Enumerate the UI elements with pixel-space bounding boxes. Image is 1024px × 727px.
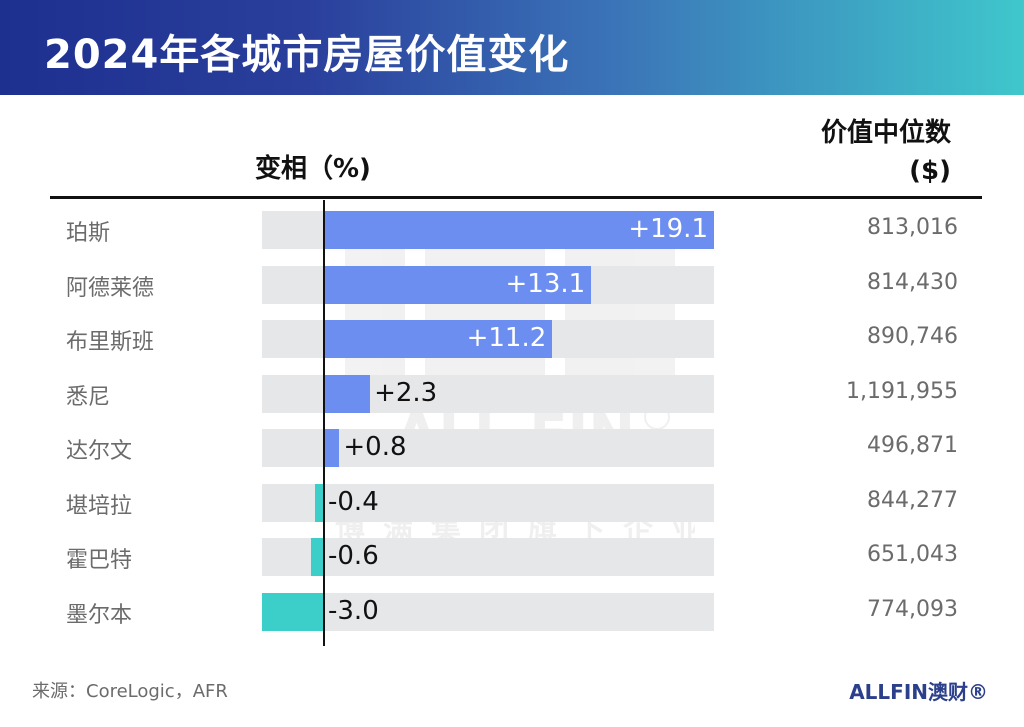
bar-value-label: -0.4	[328, 486, 379, 517]
bar-value-label: +11.2	[466, 323, 547, 353]
median-value: 496,871	[867, 433, 958, 458]
city-label: 达尔文	[66, 439, 133, 464]
page-title: 2024年各城市房屋价值变化	[44, 32, 570, 78]
city-label: 悉尼	[66, 384, 111, 410]
table-row: 霍巴特 -0.6 651,043	[0, 538, 1024, 578]
zero-axis	[323, 200, 325, 646]
table-row: 悉尼 +2.3 1,191,955	[0, 374, 1024, 415]
table-row: 布里斯班 +11.2 890,746	[0, 320, 1024, 360]
bar-value-label: +0.8	[343, 432, 407, 462]
city-label: 堪培拉	[66, 493, 133, 519]
median-value: 890,746	[867, 324, 958, 349]
bar	[323, 320, 553, 358]
median-header-line1: 价值中位数	[820, 118, 951, 148]
change-column-header: 变相（%)	[255, 154, 371, 184]
table-row: 阿德莱德 +13.1 814,430	[0, 265, 1024, 306]
bar-value-label: +19.1	[628, 214, 708, 244]
source-note: 来源：CoreLogic，AFR	[32, 681, 228, 702]
table-row: 堪培拉 -0.4 844,277	[0, 483, 1024, 524]
median-value: 1,191,955	[846, 378, 958, 404]
title-banner: 2024年各城市房屋价值变化	[0, 0, 1024, 95]
bar	[261, 592, 323, 631]
median-header-line2: ($)	[909, 156, 951, 186]
median-value: 813,016	[867, 215, 958, 240]
median-value: 651,043	[867, 542, 958, 567]
bar	[323, 211, 714, 249]
bar-value-label: +2.3	[374, 377, 438, 408]
bar-track	[262, 592, 714, 631]
bar-track	[262, 483, 714, 522]
city-label: 墨尔本	[66, 602, 133, 628]
city-label: 布里斯班	[66, 330, 155, 355]
table-row: 达尔文 +0.8 496,871	[0, 429, 1024, 469]
bar	[314, 483, 323, 522]
city-label: 霍巴特	[66, 548, 133, 573]
bar	[323, 374, 371, 413]
median-value: 844,277	[867, 487, 958, 513]
bar-track	[262, 538, 714, 576]
header-rule	[50, 196, 982, 199]
bar	[323, 429, 340, 467]
median-value: 774,093	[867, 596, 958, 622]
median-column-header: 价值中位数 ($)	[821, 114, 951, 190]
bar	[310, 538, 323, 576]
table-row: 墨尔本 -3.0 774,093	[0, 592, 1024, 633]
bar-value-label: -3.0	[328, 595, 379, 626]
brand-logo: ALLFIN澳财®	[849, 680, 988, 704]
median-value: 814,430	[867, 269, 958, 295]
city-label: 阿德莱德	[66, 275, 155, 301]
bar	[323, 265, 592, 304]
bar-value-label: +13.1	[505, 268, 586, 299]
city-label: 珀斯	[66, 221, 111, 246]
bar-value-label: -0.6	[328, 541, 379, 571]
table-row: 珀斯 +19.1 813,016	[0, 211, 1024, 251]
